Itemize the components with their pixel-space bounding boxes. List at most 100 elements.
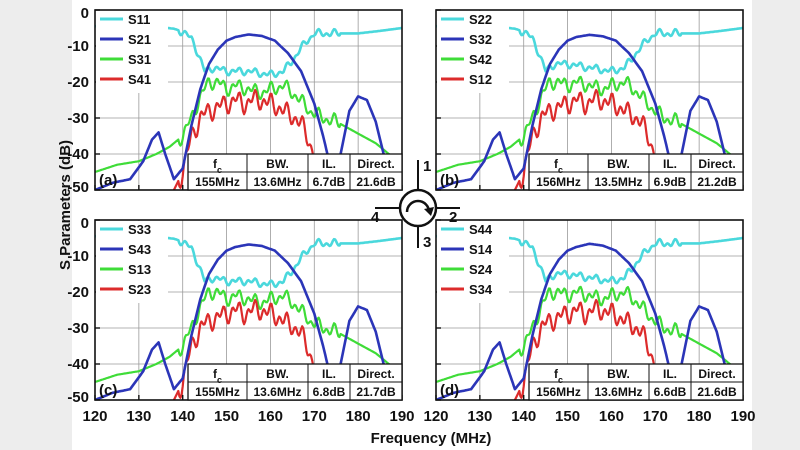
panel-d: 120 130 140 150 160 170 180 190 S44 S14 S24 S34 (d) f… <box>423 219 756 425</box>
y-axis-label: S Parameters (dB) <box>57 140 74 270</box>
table-value: 155MHz <box>195 385 240 399</box>
table-header: Direct. <box>357 157 394 171</box>
table-header: BW. <box>607 367 630 381</box>
circulator-circle <box>398 188 438 228</box>
series-line-s31 <box>95 77 402 174</box>
table-value: 6.9dB <box>654 175 687 189</box>
x-tick-label: 150 <box>555 408 580 425</box>
panel-c: 0 -10 -20 -30 -40 -50 120 130 140 150 160 170 180 190… <box>67 215 414 425</box>
panel-label: (a) <box>99 172 117 189</box>
series-line-s41 <box>172 88 324 190</box>
table-value: 6.6dB <box>654 385 687 399</box>
x-tick-label: 180 <box>346 408 371 425</box>
table-value: 21.2dB <box>697 175 737 189</box>
panel-label: (d) <box>440 382 459 399</box>
table-header: BW. <box>266 157 289 171</box>
x-tick-label: 140 <box>170 408 195 425</box>
legend-label: S42 <box>469 52 492 67</box>
x-tick-label: 170 <box>643 408 668 425</box>
x-tick-label: 180 <box>687 408 712 425</box>
table-header: IL. <box>322 157 336 171</box>
table-header: Direct. <box>698 157 735 171</box>
y-tick-label: -20 <box>67 74 89 91</box>
legend-label: S23 <box>128 282 151 297</box>
circulator-arrowhead-icon <box>424 207 434 216</box>
legend-label: S12 <box>469 72 492 87</box>
table-value: 13.5MHz <box>594 175 642 189</box>
panels: 0-10-20-30-40-50S11S21S31S41(a)fc155MHzB… <box>67 5 755 425</box>
legend-label: S34 <box>469 282 493 297</box>
series-line-s43 <box>95 243 402 400</box>
table-value: 6.8dB <box>313 385 346 399</box>
x-tick-label: 160 <box>599 408 624 425</box>
x-tick-label: 170 <box>302 408 327 425</box>
table-header: Direct. <box>698 367 735 381</box>
series-line-s42 <box>436 75 743 174</box>
legend-label: S33 <box>128 222 151 237</box>
table-value: 21.6dB <box>356 175 396 189</box>
y-tick-label: -30 <box>67 110 89 127</box>
table-value: 21.6dB <box>697 385 737 399</box>
series-line-s21 <box>95 33 402 190</box>
legend-label: S14 <box>469 242 493 257</box>
y-tick-label: -40 <box>67 146 89 163</box>
y-tick-label: -50 <box>67 179 89 196</box>
legend-label: S24 <box>469 262 493 277</box>
x-tick-label: 190 <box>389 408 414 425</box>
series-line-s32 <box>436 33 743 190</box>
y-tick-label: -50 <box>67 389 89 406</box>
x-tick-label: 150 <box>214 408 239 425</box>
table-value: 6.7dB <box>313 175 346 189</box>
series-line-s24 <box>436 285 743 384</box>
legend-label: S13 <box>128 262 151 277</box>
table-value: 156MHz <box>536 385 581 399</box>
table-value: 13.6MHz <box>253 385 301 399</box>
port-2-label: 2 <box>449 209 457 226</box>
table-value: 156MHz <box>536 175 581 189</box>
table-header: IL. <box>322 367 336 381</box>
table-header: fc <box>554 157 563 175</box>
y-tick-label: -40 <box>67 356 89 373</box>
legend-label: S44 <box>469 222 493 237</box>
table-value: 13.6MHz <box>253 175 301 189</box>
x-tick-label: 120 <box>423 408 448 425</box>
table-header: IL. <box>663 367 677 381</box>
table-header: fc <box>213 367 222 385</box>
circulator-symbol: 1 2 3 4 <box>371 158 460 251</box>
legend-label: S21 <box>128 32 151 47</box>
legend: S11 S21 S31 S41 <box>96 11 168 93</box>
port-3-label: 3 <box>423 234 431 251</box>
panel-label: (b) <box>440 172 459 189</box>
series-line-s13 <box>95 287 402 384</box>
y-tick-label: 0 <box>81 5 89 22</box>
legend-label: S31 <box>128 52 151 67</box>
table-value: 21.7dB <box>356 385 396 399</box>
table-header: BW. <box>607 157 630 171</box>
x-tick-label: 130 <box>126 408 151 425</box>
x-axis-label: Frequency (MHz) <box>371 430 492 447</box>
y-tick-label: -10 <box>67 38 89 55</box>
series-line-s34 <box>513 298 665 400</box>
x-tick-label: 160 <box>258 408 283 425</box>
table-header: Direct. <box>357 367 394 381</box>
legend-label: S32 <box>469 32 492 47</box>
x-tick-label: 120 <box>82 408 107 425</box>
y-tick-label: 0 <box>81 215 89 232</box>
panel-label: (c) <box>99 382 117 399</box>
table-header: BW. <box>266 367 289 381</box>
table-value: 155MHz <box>195 175 240 189</box>
right-margin <box>752 0 800 450</box>
x-tick-label: 130 <box>467 408 492 425</box>
port-1-label: 1 <box>423 158 431 175</box>
legend: S33 S43 S13 S23 <box>96 221 168 303</box>
left-margin <box>0 0 72 450</box>
y-tick-label: -20 <box>67 284 89 301</box>
table-header: fc <box>554 367 563 385</box>
table-header: IL. <box>663 157 677 171</box>
table-header: fc <box>213 157 222 175</box>
